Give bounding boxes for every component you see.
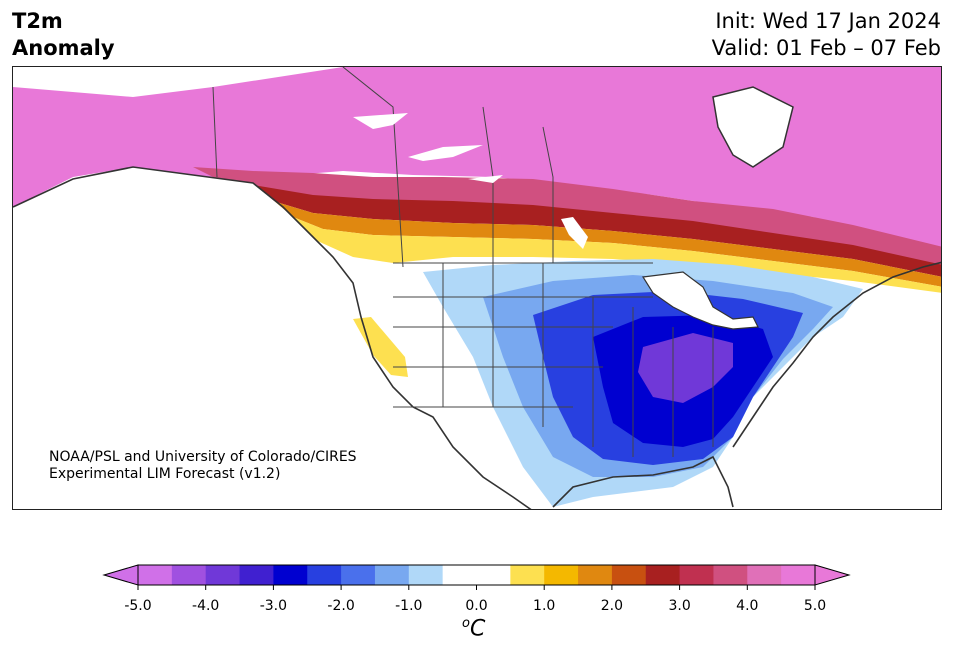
valid-range: Valid: 01 Feb – 07 Feb <box>711 36 941 60</box>
lake-athabasca <box>468 175 503 183</box>
colorbar-unit: oC <box>462 616 486 642</box>
colorbar-cell <box>442 565 477 585</box>
init-date: Init: Wed 17 Jan 2024 <box>715 9 941 33</box>
hudson-bay <box>712 86 794 168</box>
colorbar-tick-label: -3.0 <box>259 598 288 614</box>
colorbar-cell <box>307 565 342 585</box>
anomaly-map <box>13 67 941 509</box>
warm-anomaly-band-2 <box>273 201 941 287</box>
colorbar-ticks <box>137 585 816 590</box>
southwest-warm-patch <box>353 317 408 377</box>
colorbar-cell <box>747 565 782 585</box>
colorbar-tick-label: -1.0 <box>395 598 423 614</box>
colorbar-cell <box>273 565 308 585</box>
forecast-dates: Init: Wed 17 Jan 2024 Valid: 01 Feb – 07… <box>712 8 941 62</box>
colorbar-cell <box>645 565 681 585</box>
map-title: T2m Anomaly <box>12 8 115 62</box>
title-line-2: Anomaly <box>12 36 115 60</box>
colorbar-left-arrow <box>102 564 139 586</box>
pacific-ocean <box>13 167 472 509</box>
warm-anomaly-band-1 <box>293 217 941 293</box>
colorbar-tick-label: 0.0 <box>465 598 488 614</box>
colorbar-tick-label: 2.0 <box>600 598 624 614</box>
colorbar-cell <box>476 565 511 585</box>
map-panel <box>12 66 942 510</box>
colorbar-cell <box>781 565 816 585</box>
colorbar-cell <box>544 565 579 585</box>
colorbar-cell <box>611 565 647 585</box>
political-borders <box>212 67 714 457</box>
great-lakes <box>641 271 759 330</box>
cold-anomaly-band-5 <box>638 333 733 403</box>
colorbar-tick-label: -4.0 <box>192 598 220 614</box>
colorbar <box>102 564 851 590</box>
warm-anomaly-band-5 <box>13 67 941 257</box>
warm-anomaly-band-4 <box>193 167 941 267</box>
colorbar-tick-label: 1.0 <box>533 598 556 614</box>
source-credit: NOAA/PSL and University of Colorado/CIRE… <box>49 449 357 483</box>
colorbar-cell <box>679 565 714 585</box>
colorbar-cell <box>408 565 444 585</box>
title-line-1: T2m <box>12 9 63 33</box>
colorbar-tick-label: 4.0 <box>736 598 759 614</box>
north-america-coastline <box>13 166 941 509</box>
colorbar-tick-label: 3.0 <box>668 598 691 614</box>
colorbar-cell <box>713 565 748 585</box>
warm-anomaly-band-3 <box>253 185 941 277</box>
colorbar-cell <box>578 565 613 585</box>
colorbar-tick-label: -2.0 <box>327 598 355 614</box>
colorbar-tick-label: -5.0 <box>124 598 152 614</box>
colorbar-cell <box>374 565 410 585</box>
colorbar-cell <box>171 565 207 585</box>
colorbar-cell <box>205 565 241 585</box>
lake-winnipeg <box>561 217 588 249</box>
colorbar-cell <box>239 565 274 585</box>
colorbar-cell <box>138 565 173 585</box>
colorbar-cells <box>138 565 816 585</box>
colorbar-cell <box>341 565 376 585</box>
great-bear-lake <box>353 113 408 129</box>
colorbar-right-arrow <box>814 564 851 586</box>
colorbar-cell <box>510 565 545 585</box>
great-slave-lake <box>408 145 483 161</box>
credit-line-2: Experimental LIM Forecast (v1.2) <box>49 466 281 482</box>
credit-line-1: NOAA/PSL and University of Colorado/CIRE… <box>49 449 357 465</box>
colorbar-tick-label: 5.0 <box>803 598 827 614</box>
